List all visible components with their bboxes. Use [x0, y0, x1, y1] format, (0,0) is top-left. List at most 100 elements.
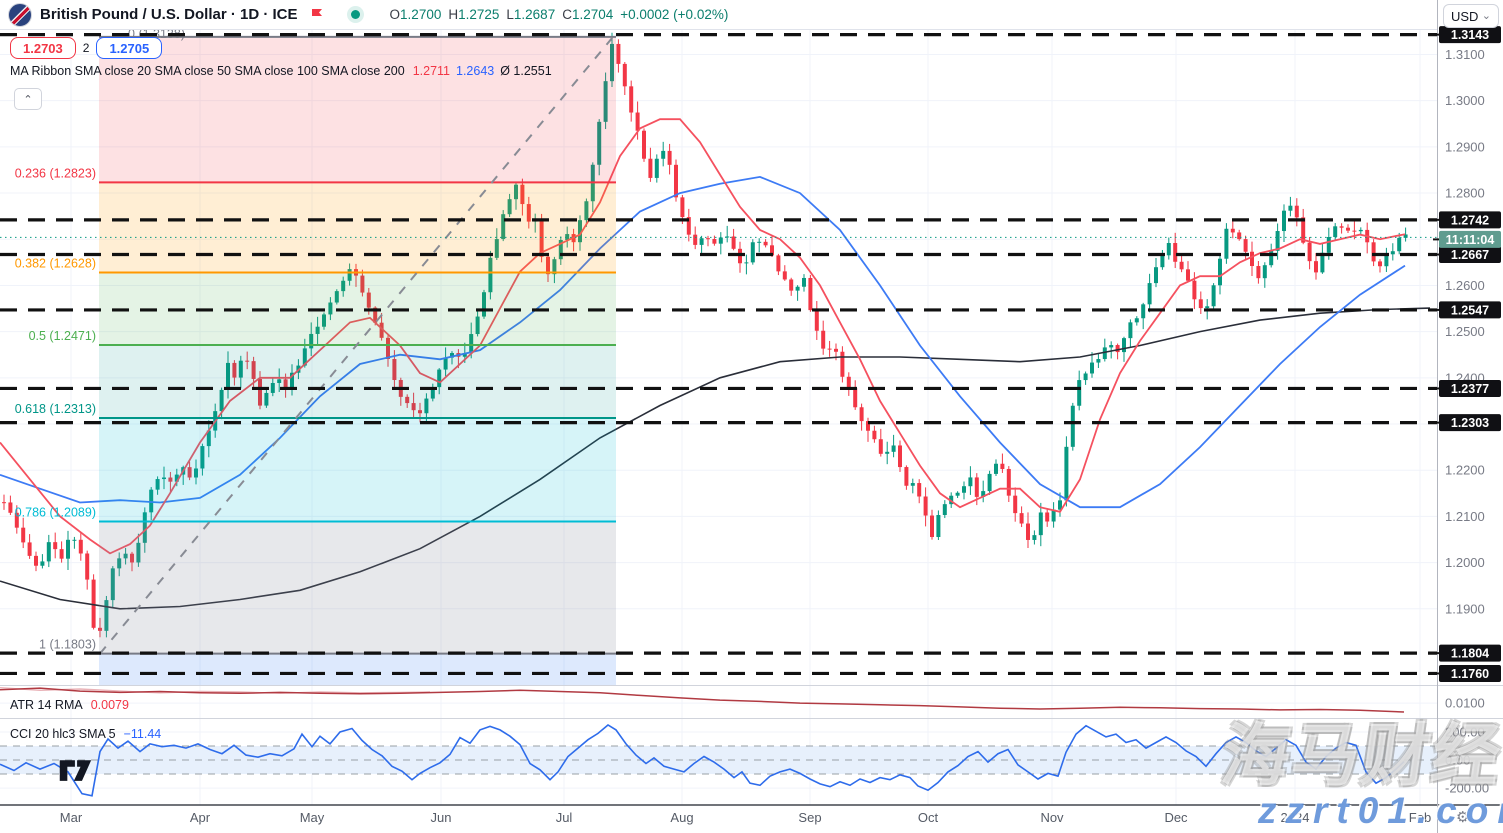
collapse-legend-button[interactable]: ⌃	[14, 88, 42, 110]
key-level-lines[interactable]	[0, 33, 1437, 676]
time-axis-label: Nov	[1040, 810, 1064, 825]
candle-body	[520, 184, 525, 205]
svg-text:1.2547: 1.2547	[1451, 303, 1489, 317]
candle-body	[430, 387, 435, 399]
candle-body	[859, 407, 864, 422]
symbol-title[interactable]: British Pound / U.S. Dollar · 1D · ICE	[40, 6, 298, 23]
candle-body	[488, 257, 493, 293]
candle-body	[411, 403, 416, 411]
candle-body	[232, 362, 237, 378]
candle-body	[725, 236, 730, 238]
candle-body	[789, 279, 794, 291]
red-flag-icon[interactable]	[310, 7, 325, 22]
candle-body	[706, 238, 710, 240]
candle-body	[386, 337, 390, 359]
market-status-icon[interactable]	[350, 10, 360, 19]
chevron-up-icon: ⌃	[23, 93, 33, 106]
candle-body	[66, 539, 70, 559]
candle-body	[904, 467, 909, 486]
ma-ribbon-params: SMA close 20 SMA close 50 SMA close 100 …	[74, 64, 405, 78]
candle-body	[366, 292, 371, 308]
candle-body	[1154, 267, 1158, 284]
price-axis-chip: 11:11:04	[1433, 230, 1501, 248]
fib-retracement-drawing[interactable]: 0 (1.3138)0.236 (1.2823)0.382 (1.2628)0.…	[15, 27, 616, 685]
candle-body	[942, 504, 947, 516]
candle-body	[1275, 231, 1280, 251]
candle-body	[437, 369, 442, 388]
candle-body	[866, 421, 870, 431]
ma-ribbon-legend[interactable]: MA Ribbon SMA close 20 SMA close 50 SMA …	[10, 64, 552, 78]
candle-body	[1045, 512, 1050, 522]
candle-body	[1262, 265, 1267, 279]
candle-body	[1070, 405, 1075, 447]
candle-body	[994, 463, 998, 474]
price-axis-label: 1.1900	[1445, 601, 1485, 616]
candle-body	[424, 398, 429, 414]
fib-level-label: 0.382 (1.2628)	[15, 257, 96, 271]
tradingview-logo[interactable]	[58, 757, 94, 788]
currency-dropdown[interactable]: USD ⌄	[1443, 4, 1499, 28]
candle-body	[1390, 251, 1395, 255]
candle-body	[27, 542, 32, 556]
candle-body	[1282, 210, 1286, 232]
candle-body	[341, 280, 346, 292]
candle-body	[539, 220, 544, 257]
ma-avg-value: Ø 1.2551	[500, 64, 552, 78]
candle-body	[270, 382, 275, 393]
trendline-dashed[interactable]	[99, 36, 614, 655]
time-axis-label: 2024	[1281, 810, 1310, 825]
candle-body	[840, 351, 845, 377]
atr-value: 0.0079	[90, 698, 129, 712]
candle-body	[763, 241, 768, 246]
candle-body	[910, 483, 915, 486]
candle-body	[53, 542, 58, 550]
candle-body	[878, 439, 883, 454]
price-axis-chip: 1.2377	[1433, 379, 1501, 397]
svg-text:1.2667: 1.2667	[1451, 248, 1489, 262]
candle-body	[59, 549, 64, 559]
cci-legend[interactable]: CCI 20 hlc3 SMA 5 −11.44	[10, 727, 161, 741]
candle-body	[392, 358, 397, 381]
candle-body	[1294, 205, 1299, 218]
candle-body	[130, 553, 134, 563]
time-axis-label: Dec	[1164, 810, 1188, 825]
candle-body	[1064, 446, 1069, 501]
candle-body	[187, 467, 192, 478]
drawing-price-label-red[interactable]: 1.2703	[10, 37, 76, 59]
svg-text:1.1760: 1.1760	[1451, 667, 1489, 681]
candle-body	[405, 396, 410, 404]
price-axis-chip: 1.2547	[1433, 301, 1501, 319]
gear-icon[interactable]: ⚙	[1456, 809, 1470, 826]
svg-text:1.2742: 1.2742	[1451, 213, 1489, 227]
candle-body	[1256, 266, 1261, 279]
candle-body	[1192, 280, 1197, 300]
candle-body	[110, 568, 115, 601]
drawing-price-label-blue[interactable]: 1.2705	[96, 37, 163, 59]
candle-body	[1128, 322, 1133, 339]
candle-body	[814, 310, 819, 331]
price-axis-chip: 1.1804	[1433, 644, 1501, 662]
low-value: 1.2687	[513, 7, 556, 22]
price-axis-label: 1.2800	[1445, 186, 1485, 201]
candle-body	[98, 627, 102, 631]
candle-body	[1032, 535, 1037, 540]
candle-body	[1339, 226, 1344, 228]
close-value: 1.2704	[571, 7, 614, 22]
candle-body	[955, 492, 960, 496]
candle-body	[251, 361, 256, 379]
candle-body	[462, 352, 467, 357]
candle-body	[885, 451, 890, 454]
svg-text:1.2377: 1.2377	[1451, 382, 1489, 396]
candle-body	[194, 468, 198, 478]
atr-legend[interactable]: ATR 14 RMA 0.0079	[10, 698, 129, 712]
candle-body	[974, 477, 979, 497]
axes-layer[interactable]	[0, 30, 1503, 833]
candle-body	[34, 555, 38, 566]
candle-body	[731, 236, 736, 249]
indicator-panes-layer	[0, 687, 1437, 797]
candle-body	[1141, 304, 1146, 319]
candle-body	[1205, 306, 1210, 309]
ma20-value: 1.2711	[412, 64, 450, 78]
price-axis-label: 1.2000	[1445, 555, 1485, 570]
